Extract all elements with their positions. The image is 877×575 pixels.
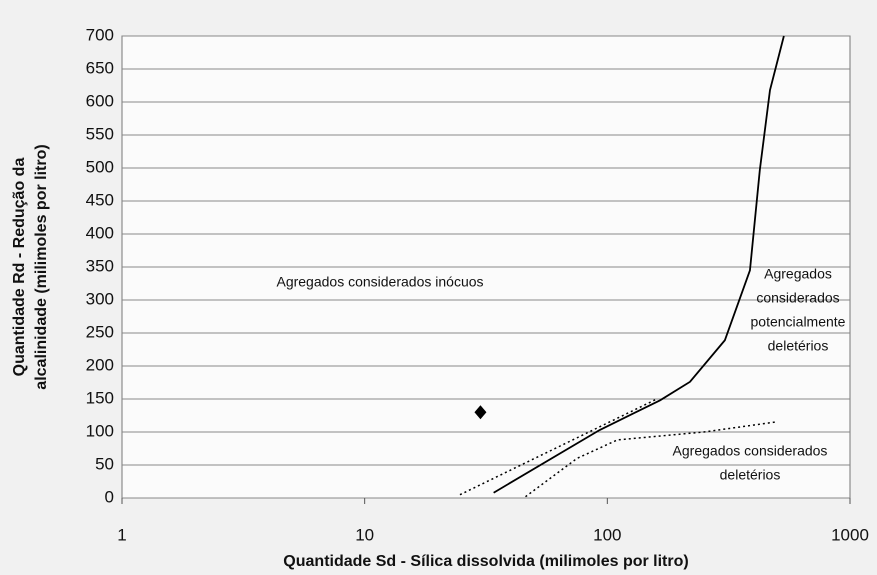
y-tick-label: 450 [86,190,114,209]
y-tick-label: 600 [86,91,114,110]
x-tick-label: 1 [117,525,126,544]
y-tick-label: 250 [86,322,114,341]
annotation: Agregados considerados inócuos [276,274,483,290]
y-tick-label: 350 [86,256,114,275]
annotation: deletérios [720,467,781,483]
y-tick-label: 550 [86,124,114,143]
y-tick-label: 150 [86,388,114,407]
boundary-line [459,398,658,496]
y-tick-label: 200 [86,355,114,374]
y-tick-label: 50 [95,454,114,473]
y-axis-label: alcalinidade (milimoles por litro) [33,144,50,389]
y-tick-label: 100 [86,421,114,440]
data-point [474,405,487,420]
y-tick-label: 700 [86,25,114,44]
x-tick-label: 1000 [831,525,869,544]
x-tick-label: 100 [593,525,621,544]
y-tick-label: 650 [86,58,114,77]
y-tick-label: 0 [105,487,114,506]
annotation: Agregados [764,266,832,282]
y-tick-label: 300 [86,289,114,308]
annotation: considerados [756,290,839,306]
y-axis-label: Quantidade Rd - Redução da [11,158,28,377]
annotation: potencialmente [751,314,846,330]
annotation: Agregados considerados [673,443,828,459]
x-tick-label: 10 [355,525,374,544]
annotation: deletérios [768,338,829,354]
x-axis-label: Quantidade Sd - Sílica dissolvida (milim… [283,553,688,570]
y-tick-label: 400 [86,223,114,242]
y-tick-label: 500 [86,157,114,176]
boundary-line [493,35,785,494]
